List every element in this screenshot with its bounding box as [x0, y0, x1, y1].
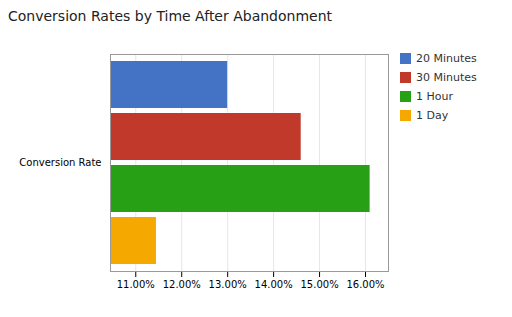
html-text:30 Minutes: 30 Minutes [416, 71, 477, 84]
html-text:1 Day: 1 Day [416, 109, 449, 122]
svg-text:Conversion Rate: Conversion Rate [19, 157, 101, 168]
svg-text:16.00%: 16.00% [346, 279, 384, 290]
html-text:1 Hour: 1 Hour [416, 90, 453, 103]
svg-text:12.00%: 12.00% [163, 279, 201, 290]
html-text:20 Minutes: 20 Minutes [416, 52, 477, 65]
svg-text:13.00%: 13.00% [209, 279, 247, 290]
html-text:Conversion Rates by Time After: Conversion Rates by Time After Abandonme… [8, 8, 332, 24]
svg-text:14.00%: 14.00% [255, 279, 293, 290]
svg-text:11.00%: 11.00% [117, 279, 155, 290]
svg-text:15.00%: 15.00% [301, 279, 339, 290]
